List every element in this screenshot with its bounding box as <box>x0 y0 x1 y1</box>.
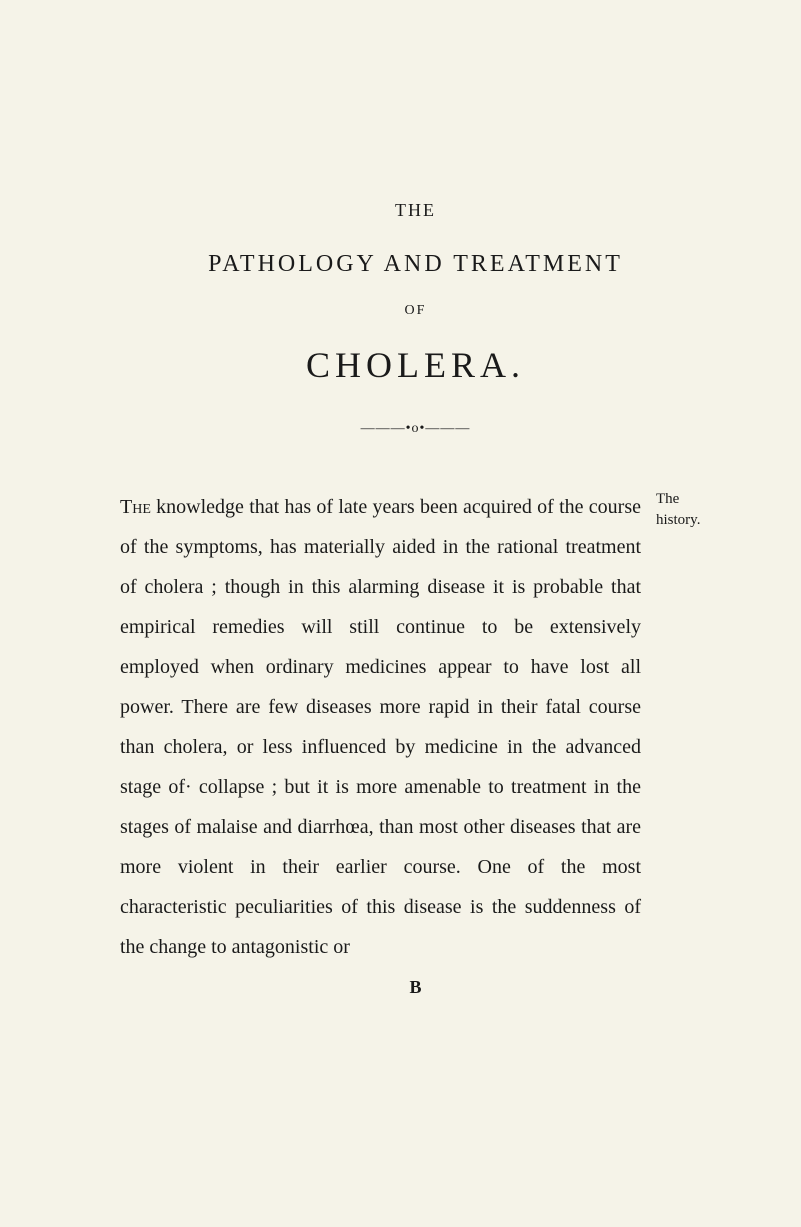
body-text-content: knowledge that has of late years been ac… <box>120 496 641 958</box>
header-subtitle: PATHOLOGY AND TREATMENT <box>120 251 711 278</box>
ornament-divider: ———•o•——— <box>120 421 711 437</box>
footer-signature-mark: B <box>120 977 711 998</box>
margin-note-line2: history. <box>656 512 700 528</box>
first-word: The <box>120 496 151 518</box>
body-paragraph: The history. The knowledge that has of l… <box>120 487 711 967</box>
header-title: CHOLERA. <box>120 344 711 386</box>
header-the: THE <box>120 200 711 221</box>
page-container: THE PATHOLOGY AND TREATMENT OF CHOLERA. … <box>0 0 801 1058</box>
margin-note: The history. <box>656 489 716 531</box>
margin-note-line1: The <box>656 491 679 507</box>
header-of: OF <box>120 303 711 319</box>
